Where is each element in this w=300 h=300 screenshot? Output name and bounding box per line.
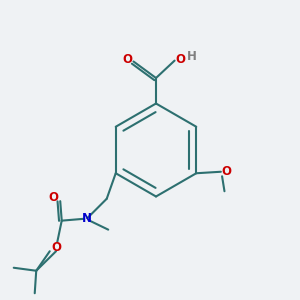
- Text: H: H: [187, 50, 197, 63]
- Text: O: O: [51, 241, 61, 254]
- Text: N: N: [82, 212, 92, 225]
- Text: O: O: [175, 53, 185, 66]
- Text: O: O: [122, 52, 132, 66]
- Text: O: O: [221, 165, 231, 178]
- Text: O: O: [49, 191, 58, 204]
